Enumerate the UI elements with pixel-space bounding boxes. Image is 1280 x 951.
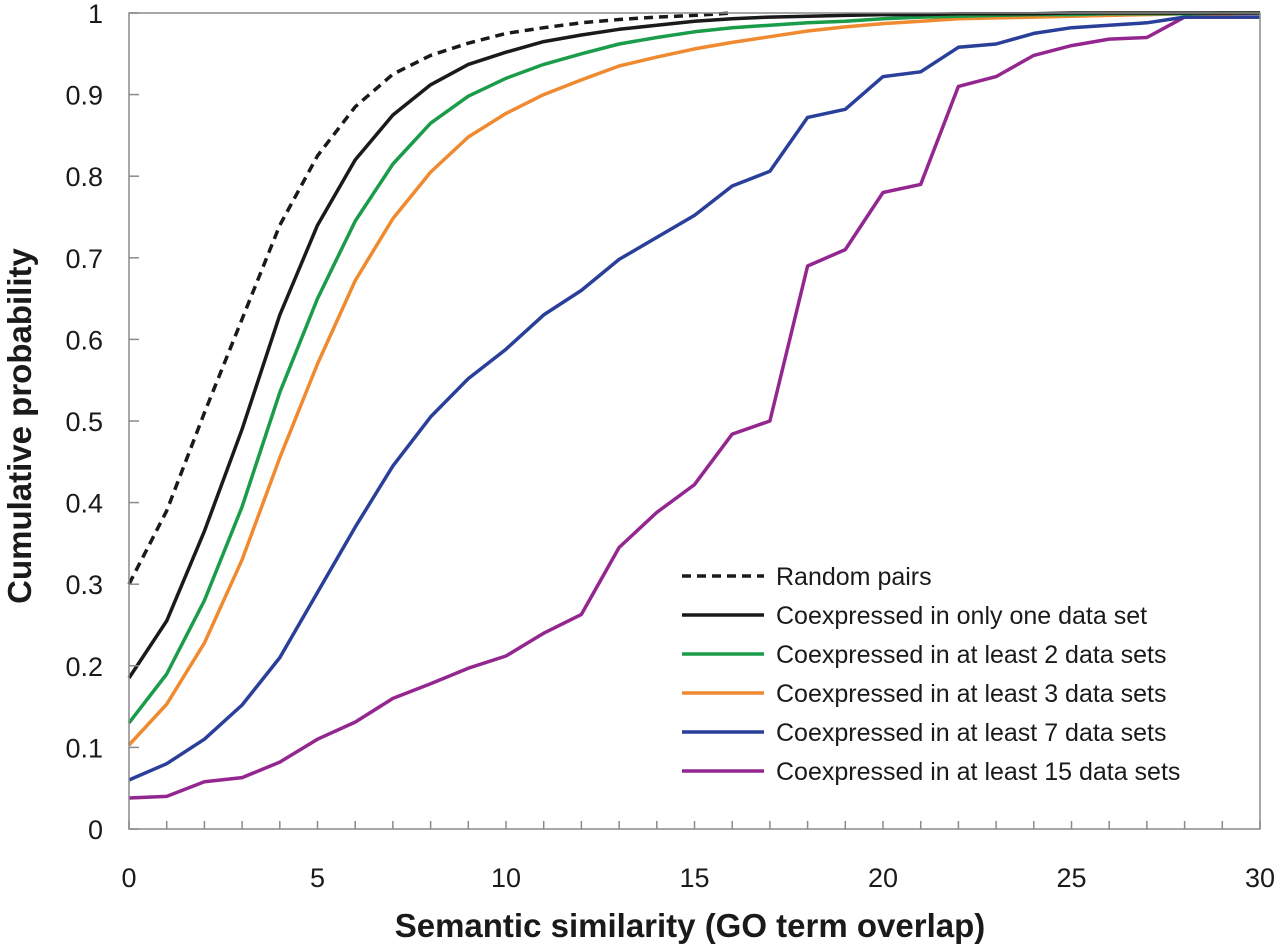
series-line-4 <box>128 15 1260 782</box>
y-axis-ticks: 0 0.1 0.2 0.3 0.4 0.5 0.6 0.7 0.8 0.9 1 <box>65 0 139 845</box>
y-tick-label: 1 <box>88 0 103 29</box>
legend-label: Random pairs <box>776 563 932 591</box>
legend-label: Coexpressed in only one data set <box>776 602 1147 630</box>
series-line-0 <box>127 11 733 585</box>
plot-lines <box>127 11 1261 800</box>
y-tick-label: 0.5 <box>65 407 103 437</box>
legend-label: Coexpressed in at least 3 data sets <box>776 680 1167 708</box>
x-tick-label: 0 <box>121 863 136 893</box>
y-tick-label: 0.7 <box>65 244 103 274</box>
series-line-5 <box>128 15 1260 800</box>
x-axis-ticks: 0 5 10 15 20 25 30 <box>121 821 1275 893</box>
x-axis-title: Semantic similarity (GO term overlap) <box>395 907 986 944</box>
legend-label: Coexpressed in at least 15 data sets <box>776 758 1180 786</box>
y-tick-label: 0.1 <box>65 733 103 763</box>
y-tick-label: 0.4 <box>65 489 103 519</box>
y-tick-label: 0.3 <box>65 570 103 600</box>
x-tick-label: 10 <box>491 863 521 893</box>
legend-label: Coexpressed in at least 7 data sets <box>776 719 1167 747</box>
y-tick-label: 0.6 <box>65 325 103 355</box>
x-tick-label: 30 <box>1245 863 1275 893</box>
legend: Random pairs Coexpressed in only one data… <box>682 563 1180 786</box>
x-tick-label: 15 <box>679 863 709 893</box>
legend-label: Coexpressed in at least 2 data sets <box>776 641 1167 669</box>
y-axis-title: Cumulative probability <box>1 247 38 603</box>
x-tick-label: 5 <box>310 863 325 893</box>
y-tick-label: 0 <box>88 815 103 845</box>
x-tick-label: 25 <box>1056 863 1086 893</box>
y-tick-label: 0.2 <box>65 652 103 682</box>
x-tick-label: 20 <box>868 863 898 893</box>
y-tick-label: 0.8 <box>65 162 103 192</box>
y-tick-label: 0.9 <box>65 81 103 111</box>
